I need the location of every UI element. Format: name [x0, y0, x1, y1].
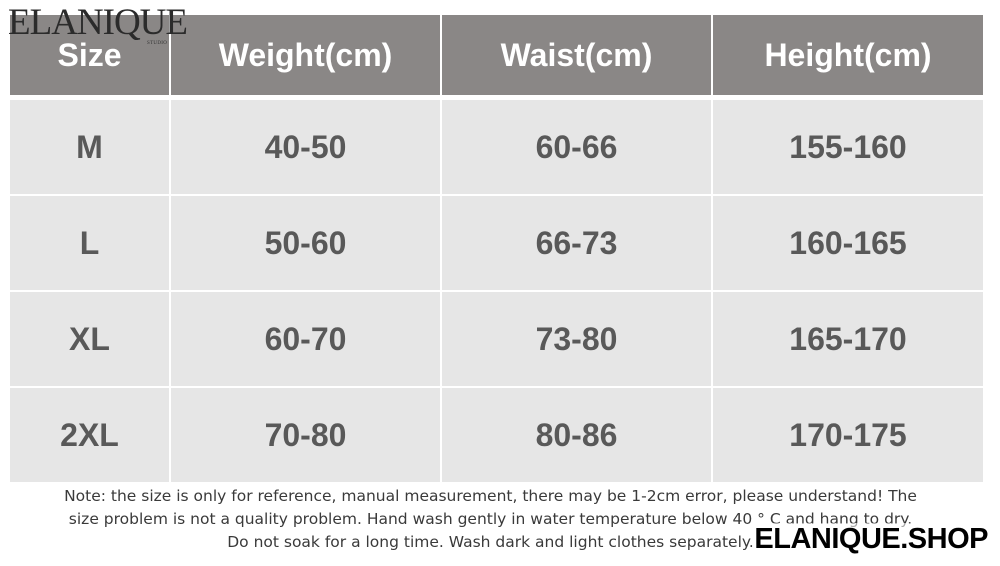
brand-logo-subtext: STUDIO: [147, 41, 168, 46]
note-line: Note: the size is only for reference, ma…: [64, 487, 917, 505]
size-chart-table: Size Weight(cm) Waist(cm) Height(cm) M 4…: [10, 15, 983, 482]
table-row: 2XL 70-80 80-86 170-175: [10, 386, 983, 482]
cell-size: L: [10, 194, 170, 291]
note-line: size problem is not a quality problem. H…: [68, 510, 913, 528]
cell-weight: 70-80: [169, 386, 441, 482]
header-weight: Weight(cm): [169, 15, 441, 98]
brand-logo: ELANIQUE: [8, 2, 188, 43]
table-row: XL 60-70 73-80 165-170: [10, 290, 983, 387]
cell-weight: 60-70: [169, 290, 441, 387]
size-note: Note: the size is only for reference, ma…: [8, 485, 973, 554]
table-row: L 50-60 66-73 160-165: [10, 194, 983, 291]
cell-size: XL: [10, 290, 170, 387]
cell-height: 155-160: [711, 96, 983, 195]
table-row: M 40-50 60-66 155-160: [10, 96, 983, 195]
cell-waist: 66-73: [440, 194, 712, 291]
table-header-row: Size Weight(cm) Waist(cm) Height(cm): [10, 15, 983, 98]
cell-weight: 50-60: [169, 194, 441, 291]
header-size: Size: [10, 15, 170, 98]
cell-waist: 80-86: [440, 386, 712, 482]
note-line: Do not soak for a long time. Wash dark a…: [227, 533, 754, 551]
shop-watermark: ELANIQUE.SHOP: [752, 523, 990, 556]
cell-waist: 60-66: [440, 96, 712, 195]
cell-height: 160-165: [711, 194, 983, 291]
cell-waist: 73-80: [440, 290, 712, 387]
header-waist: Waist(cm): [440, 15, 712, 98]
cell-height: 170-175: [711, 386, 983, 482]
cell-height: 165-170: [711, 290, 983, 387]
header-height: Height(cm): [711, 15, 983, 98]
cell-size: 2XL: [10, 386, 170, 482]
cell-weight: 40-50: [169, 96, 441, 195]
cell-size: M: [10, 96, 170, 195]
